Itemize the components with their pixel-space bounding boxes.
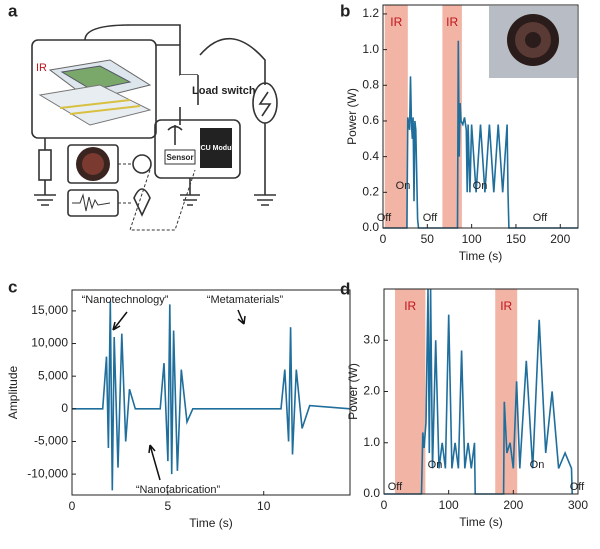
panel-label: d [340, 279, 350, 298]
ir-span [495, 289, 518, 494]
y-tick-label: 0.0 [362, 220, 379, 234]
arrows [112, 309, 246, 481]
x-tick-label: 150 [506, 232, 526, 246]
x-tick-label: 200 [550, 232, 570, 246]
axes-frame [71, 289, 351, 496]
panel-label: b [340, 1, 350, 20]
annotation: Off [388, 481, 403, 493]
x-tick-label: 0 [381, 498, 388, 512]
x-tick-label: 0 [380, 232, 387, 246]
y-axis-label: Power (W) [345, 88, 359, 145]
y-tick-label: 0.0 [363, 486, 380, 500]
y-axis-label: Amplitude [6, 366, 20, 420]
diagram-label: Sensor [166, 153, 193, 162]
diagram-label: Load switch [192, 85, 256, 97]
annotation: On [473, 180, 488, 192]
ir-label: IR [404, 299, 416, 313]
data-line [383, 40, 578, 229]
annotation: “Nanotechnology” [82, 294, 169, 306]
x-tick-label: 100 [462, 232, 482, 246]
x-axis-label: Time (s) [189, 516, 233, 530]
y-tick-label: 1.0 [362, 42, 379, 56]
annotation: “Nanofabrication” [136, 484, 221, 496]
ir-span [384, 5, 408, 228]
diagram-label: IR [36, 62, 47, 74]
data-line [72, 301, 351, 491]
y-tick-label: 0.6 [362, 113, 379, 127]
panel-label: a [8, 1, 18, 20]
y-tick-label: 0.8 [362, 77, 379, 91]
y-tick-label: 0.4 [362, 149, 379, 163]
y-tick-label: 5,000 [38, 368, 68, 382]
x-tick-label: 10 [257, 499, 271, 513]
x-tick-label: 200 [503, 498, 523, 512]
annotation: On [428, 459, 443, 471]
y-tick-label: 1.0 [363, 435, 380, 449]
x-axis-label: Time (s) [459, 515, 503, 529]
circuit-diagram: IR Load switch MCU Module Sensor [31, 24, 278, 231]
x-tick-label: 5 [165, 499, 172, 513]
y-tick-label: -10,000 [27, 466, 68, 480]
y-tick-label: 15,000 [31, 303, 68, 317]
data-line [384, 288, 573, 495]
y-tick-label: 0 [61, 401, 68, 415]
y-axis-label: Power (W) [346, 363, 360, 420]
annotation: Off [423, 212, 438, 224]
annotation: On [530, 459, 545, 471]
axes-frame [382, 4, 579, 229]
annotation: Off [570, 481, 585, 493]
ir-label: IR [500, 299, 512, 313]
x-tick-label: 100 [439, 498, 459, 512]
y-tick-label: 3.0 [363, 332, 380, 346]
y-tick-label: -5,000 [34, 434, 68, 448]
ir-span [394, 289, 426, 494]
annotation: “Metamaterials” [207, 294, 284, 306]
y-tick-label: 1.2 [362, 6, 379, 20]
annotation: Off [533, 212, 548, 224]
diagram-label: MCU Module [195, 145, 237, 152]
y-tick-label: 2.0 [363, 384, 380, 398]
annotation: On [396, 180, 411, 192]
ir-label: IR [446, 15, 458, 29]
y-tick-label: 10,000 [31, 336, 68, 350]
ir-label: IR [390, 15, 402, 29]
x-axis-label: Time (s) [459, 249, 503, 263]
x-tick-label: 300 [568, 498, 588, 512]
y-tick-label: 0.2 [362, 184, 379, 198]
x-tick-label: 0 [69, 499, 76, 513]
panel-label: c [8, 277, 17, 296]
x-tick-label: 50 [421, 232, 435, 246]
annotation: Off [377, 212, 392, 224]
inset-photo [489, 6, 577, 78]
